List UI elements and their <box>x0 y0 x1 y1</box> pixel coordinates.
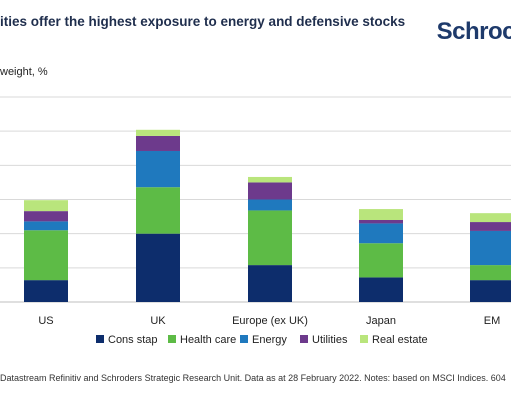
legend-swatch <box>240 335 248 343</box>
legend-label: Utilities <box>312 334 348 346</box>
bar-segment-energy <box>359 223 403 244</box>
bar-segment-real-estate <box>24 200 68 212</box>
x-tick-label: UK <box>150 315 166 327</box>
bar-segment-cons-stap <box>359 277 403 302</box>
bars <box>24 129 511 302</box>
chart-title: ities offer the highest exposure to ener… <box>0 14 406 29</box>
x-tick-label: EM <box>484 315 501 327</box>
bar-segment-utilities <box>470 222 511 231</box>
legend-label: Real estate <box>372 334 428 346</box>
bar-segment-real-estate <box>470 213 511 223</box>
legend: Cons stap Health care Energy Utilities Real … <box>96 334 428 346</box>
x-tick-label: Japan <box>366 315 396 327</box>
bar-segment-utilities <box>24 211 68 222</box>
bar-segment-energy <box>470 230 511 266</box>
bar-segment-cons-stap <box>136 233 180 302</box>
bar-segment-energy <box>24 221 68 231</box>
bar-segment-cons-stap <box>24 280 68 302</box>
bar-segment-utilities <box>248 182 292 200</box>
bar-segment-real-estate <box>359 209 403 220</box>
legend-label: Health care <box>180 334 236 346</box>
bar-segment-cons-stap <box>470 280 511 302</box>
x-axis-labels: US UK Europe (ex UK) Japan EM <box>38 315 500 327</box>
legend-label: Energy <box>252 334 287 346</box>
bar-segment-real-estate <box>136 129 180 136</box>
bar-segment-health-care <box>24 230 68 281</box>
legend-swatch <box>300 335 308 343</box>
x-tick-label: Europe (ex UK) <box>232 315 308 327</box>
bar-segment-health-care <box>470 265 511 281</box>
schroders-logo: Schroc <box>436 18 511 45</box>
legend-swatch <box>168 335 176 343</box>
bar-segment-utilities <box>359 220 403 224</box>
bar-segment-health-care <box>136 187 180 234</box>
y-axis-label: weight, % <box>0 66 48 78</box>
source-footnote: Datastream Refinitiv and Schroders Strat… <box>0 373 506 383</box>
bar-segment-energy <box>136 150 180 188</box>
legend-swatch <box>360 335 368 343</box>
x-tick-label: US <box>38 315 53 327</box>
legend-label: Cons stap <box>108 334 158 346</box>
bar-segment-utilities <box>136 135 180 151</box>
bar-segment-cons-stap <box>248 265 292 302</box>
bar-segment-energy <box>248 199 292 211</box>
stacked-bar-chart: US UK Europe (ex UK) Japan EM Cons stap Healt… <box>0 96 511 346</box>
bar-segment-real-estate <box>248 176 292 183</box>
bar-segment-health-care <box>359 243 403 278</box>
bar-segment-health-care <box>248 210 292 266</box>
legend-swatch <box>96 335 104 343</box>
